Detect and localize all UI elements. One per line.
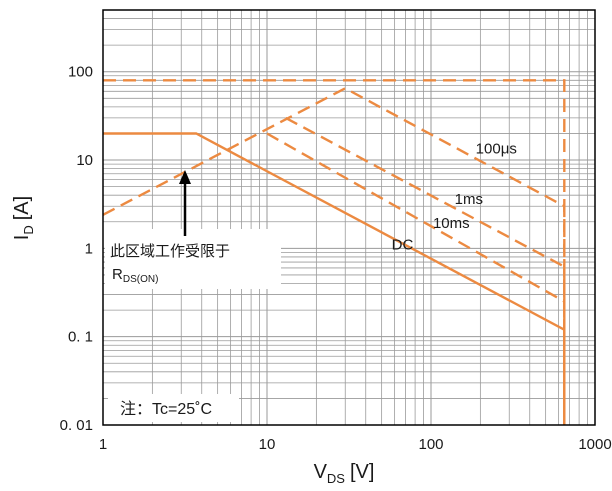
x-axis-label-main: V <box>314 461 328 483</box>
y-axis-label-sub: D <box>21 225 36 234</box>
x-tick-label: 1000 <box>578 436 611 453</box>
x-axis-label-unit: [V] <box>350 461 374 483</box>
series-label: 10ms <box>433 215 470 232</box>
y-tick-label: 1 <box>85 240 93 257</box>
y-tick-label: 100 <box>68 64 93 81</box>
curve-limit <box>103 79 566 425</box>
note-text: 注：Tc=25˚C <box>120 400 212 418</box>
series-label: 1ms <box>455 191 483 208</box>
annotation-arrow-head <box>179 170 191 184</box>
annotation-r: R <box>112 266 123 283</box>
y-axis-label-unit: [A] <box>11 196 33 220</box>
y-axis-label: ID [A] <box>11 196 36 240</box>
y-tick-label: 0. 1 <box>68 329 93 346</box>
annotation-r-sub: DS(ON) <box>123 274 159 285</box>
x-tick-label: 100 <box>418 436 443 453</box>
x-axis-label: VDS [V] <box>314 461 375 486</box>
curve-100s <box>102 86 566 425</box>
y-axis-label-main: I <box>11 235 33 241</box>
annotation-box <box>105 229 281 289</box>
y-tick-label: 0. 01 <box>60 417 93 434</box>
y-tick-label: 10 <box>76 152 93 169</box>
series-label: DC <box>392 237 414 254</box>
x-tick-label: 1 <box>99 436 107 453</box>
annotation-line2: RDS(ON) <box>112 266 158 285</box>
note-box <box>108 394 239 422</box>
tick-labels: 1 10 100 1000 0. 01 0. 1 1 10 100 <box>60 64 612 453</box>
plot-frame <box>102 9 596 426</box>
series-labels: 100μs 1ms 10ms DC <box>392 141 517 254</box>
x-tick-label: 10 <box>259 436 276 453</box>
annotation-line1: 此区域工作受限于 <box>110 243 230 260</box>
curves <box>102 79 566 425</box>
series-label: 100μs <box>476 141 517 158</box>
x-axis-label-sub: DS <box>327 471 345 486</box>
